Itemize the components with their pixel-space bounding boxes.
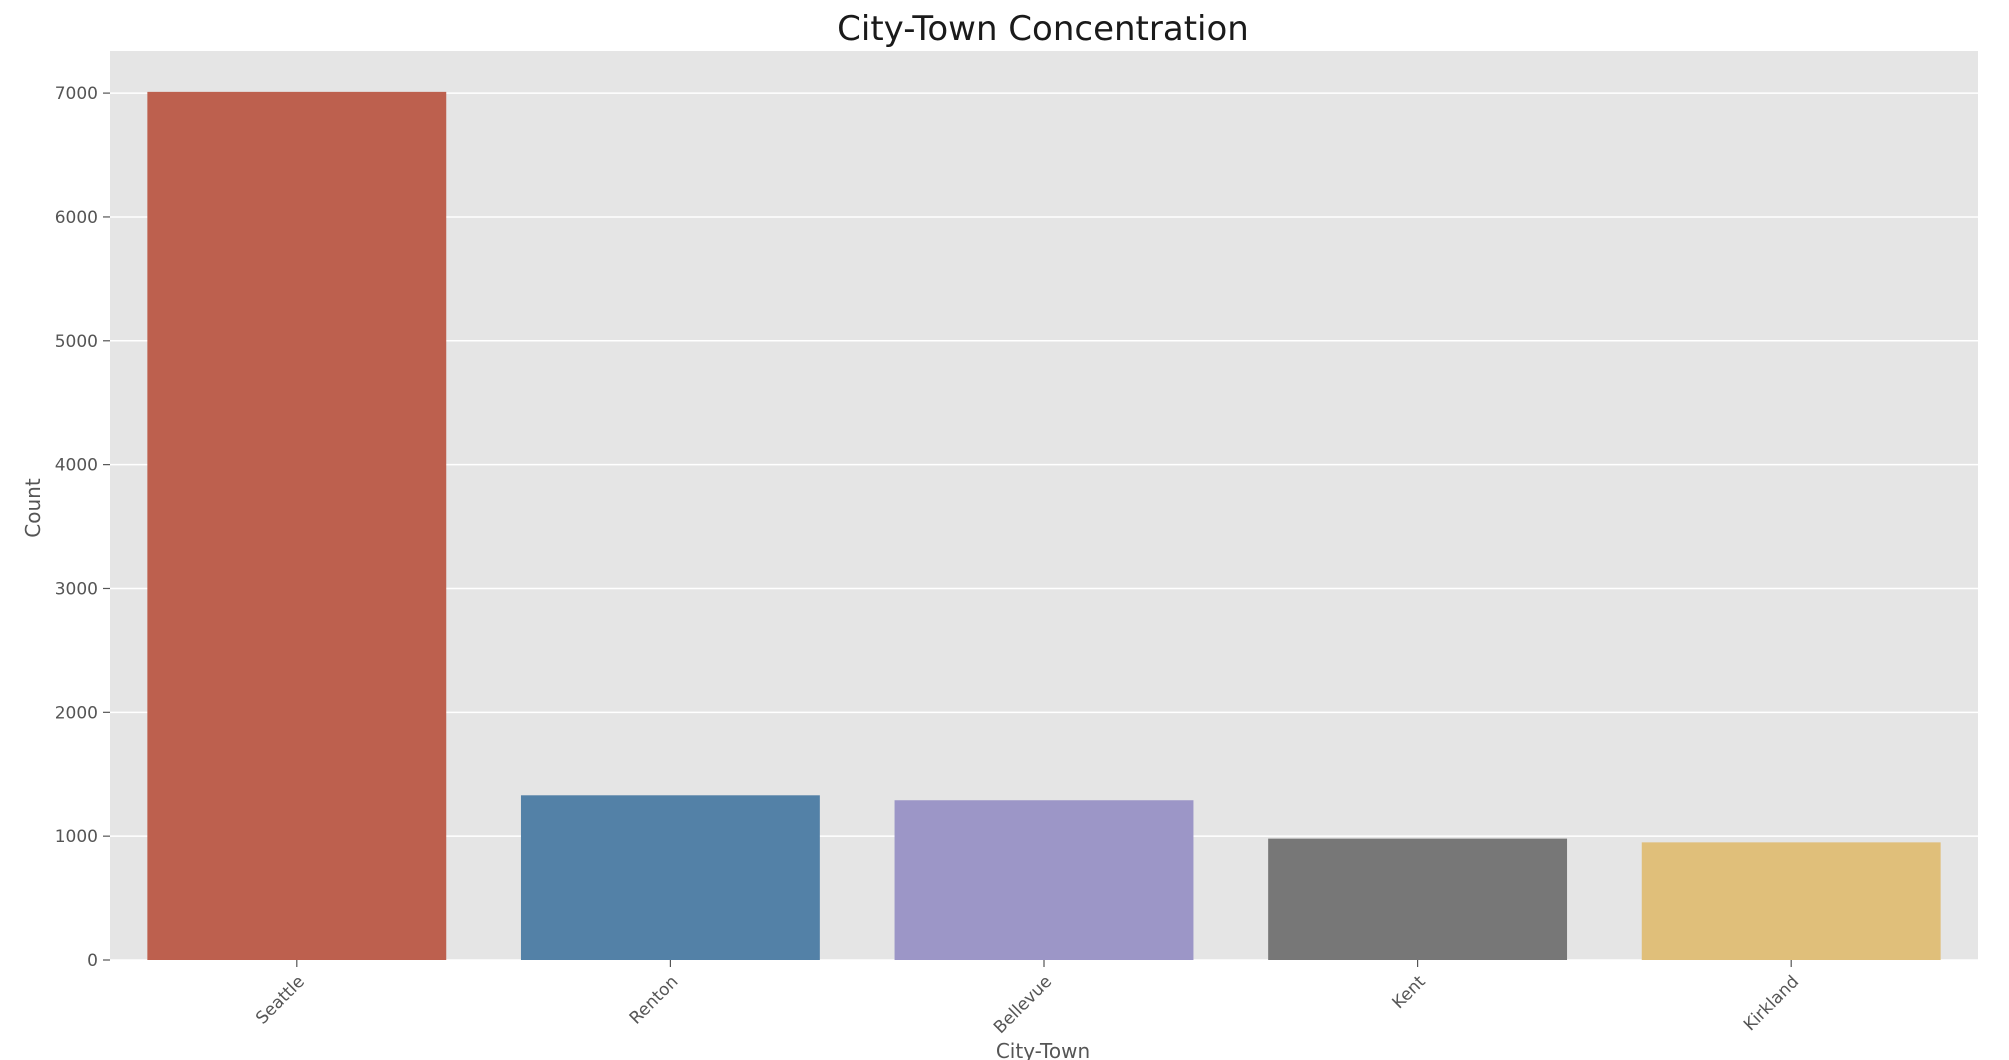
x-tick-label: Kirkland: [1740, 972, 1803, 1035]
x-axis-label: City-Town: [996, 1039, 1090, 1060]
y-tick-label: 0: [87, 951, 98, 971]
chart-title: City-Town Concentration: [837, 9, 1249, 49]
y-tick-label: 2000: [55, 703, 98, 723]
y-tick-label: 1000: [55, 827, 98, 847]
x-axis-ticks: Seattle Renton Bellevue Kent Kirkland: [252, 960, 1803, 1038]
x-tick-label: Bellevue: [990, 972, 1056, 1038]
x-tick-label: Renton: [626, 972, 683, 1029]
bar-seattle: [147, 91, 447, 960]
y-axis-ticks: 0 1000 2000 3000 4000 5000 6000 7000: [55, 84, 110, 971]
bar-kent: [1268, 838, 1568, 960]
y-tick-label: 7000: [55, 84, 98, 104]
x-tick-label: Seattle: [252, 972, 309, 1029]
y-tick-label: 5000: [55, 332, 98, 352]
y-tick-label: 3000: [55, 579, 98, 599]
y-tick-label: 6000: [55, 208, 98, 228]
y-tick-label: 4000: [55, 456, 98, 476]
bar-kirkland: [1641, 842, 1941, 960]
x-tick-label: Kent: [1388, 972, 1429, 1013]
bar-bellevue: [894, 800, 1194, 960]
y-axis-label: Count: [21, 478, 45, 538]
bar-renton: [520, 795, 820, 960]
bars: [147, 91, 1941, 960]
